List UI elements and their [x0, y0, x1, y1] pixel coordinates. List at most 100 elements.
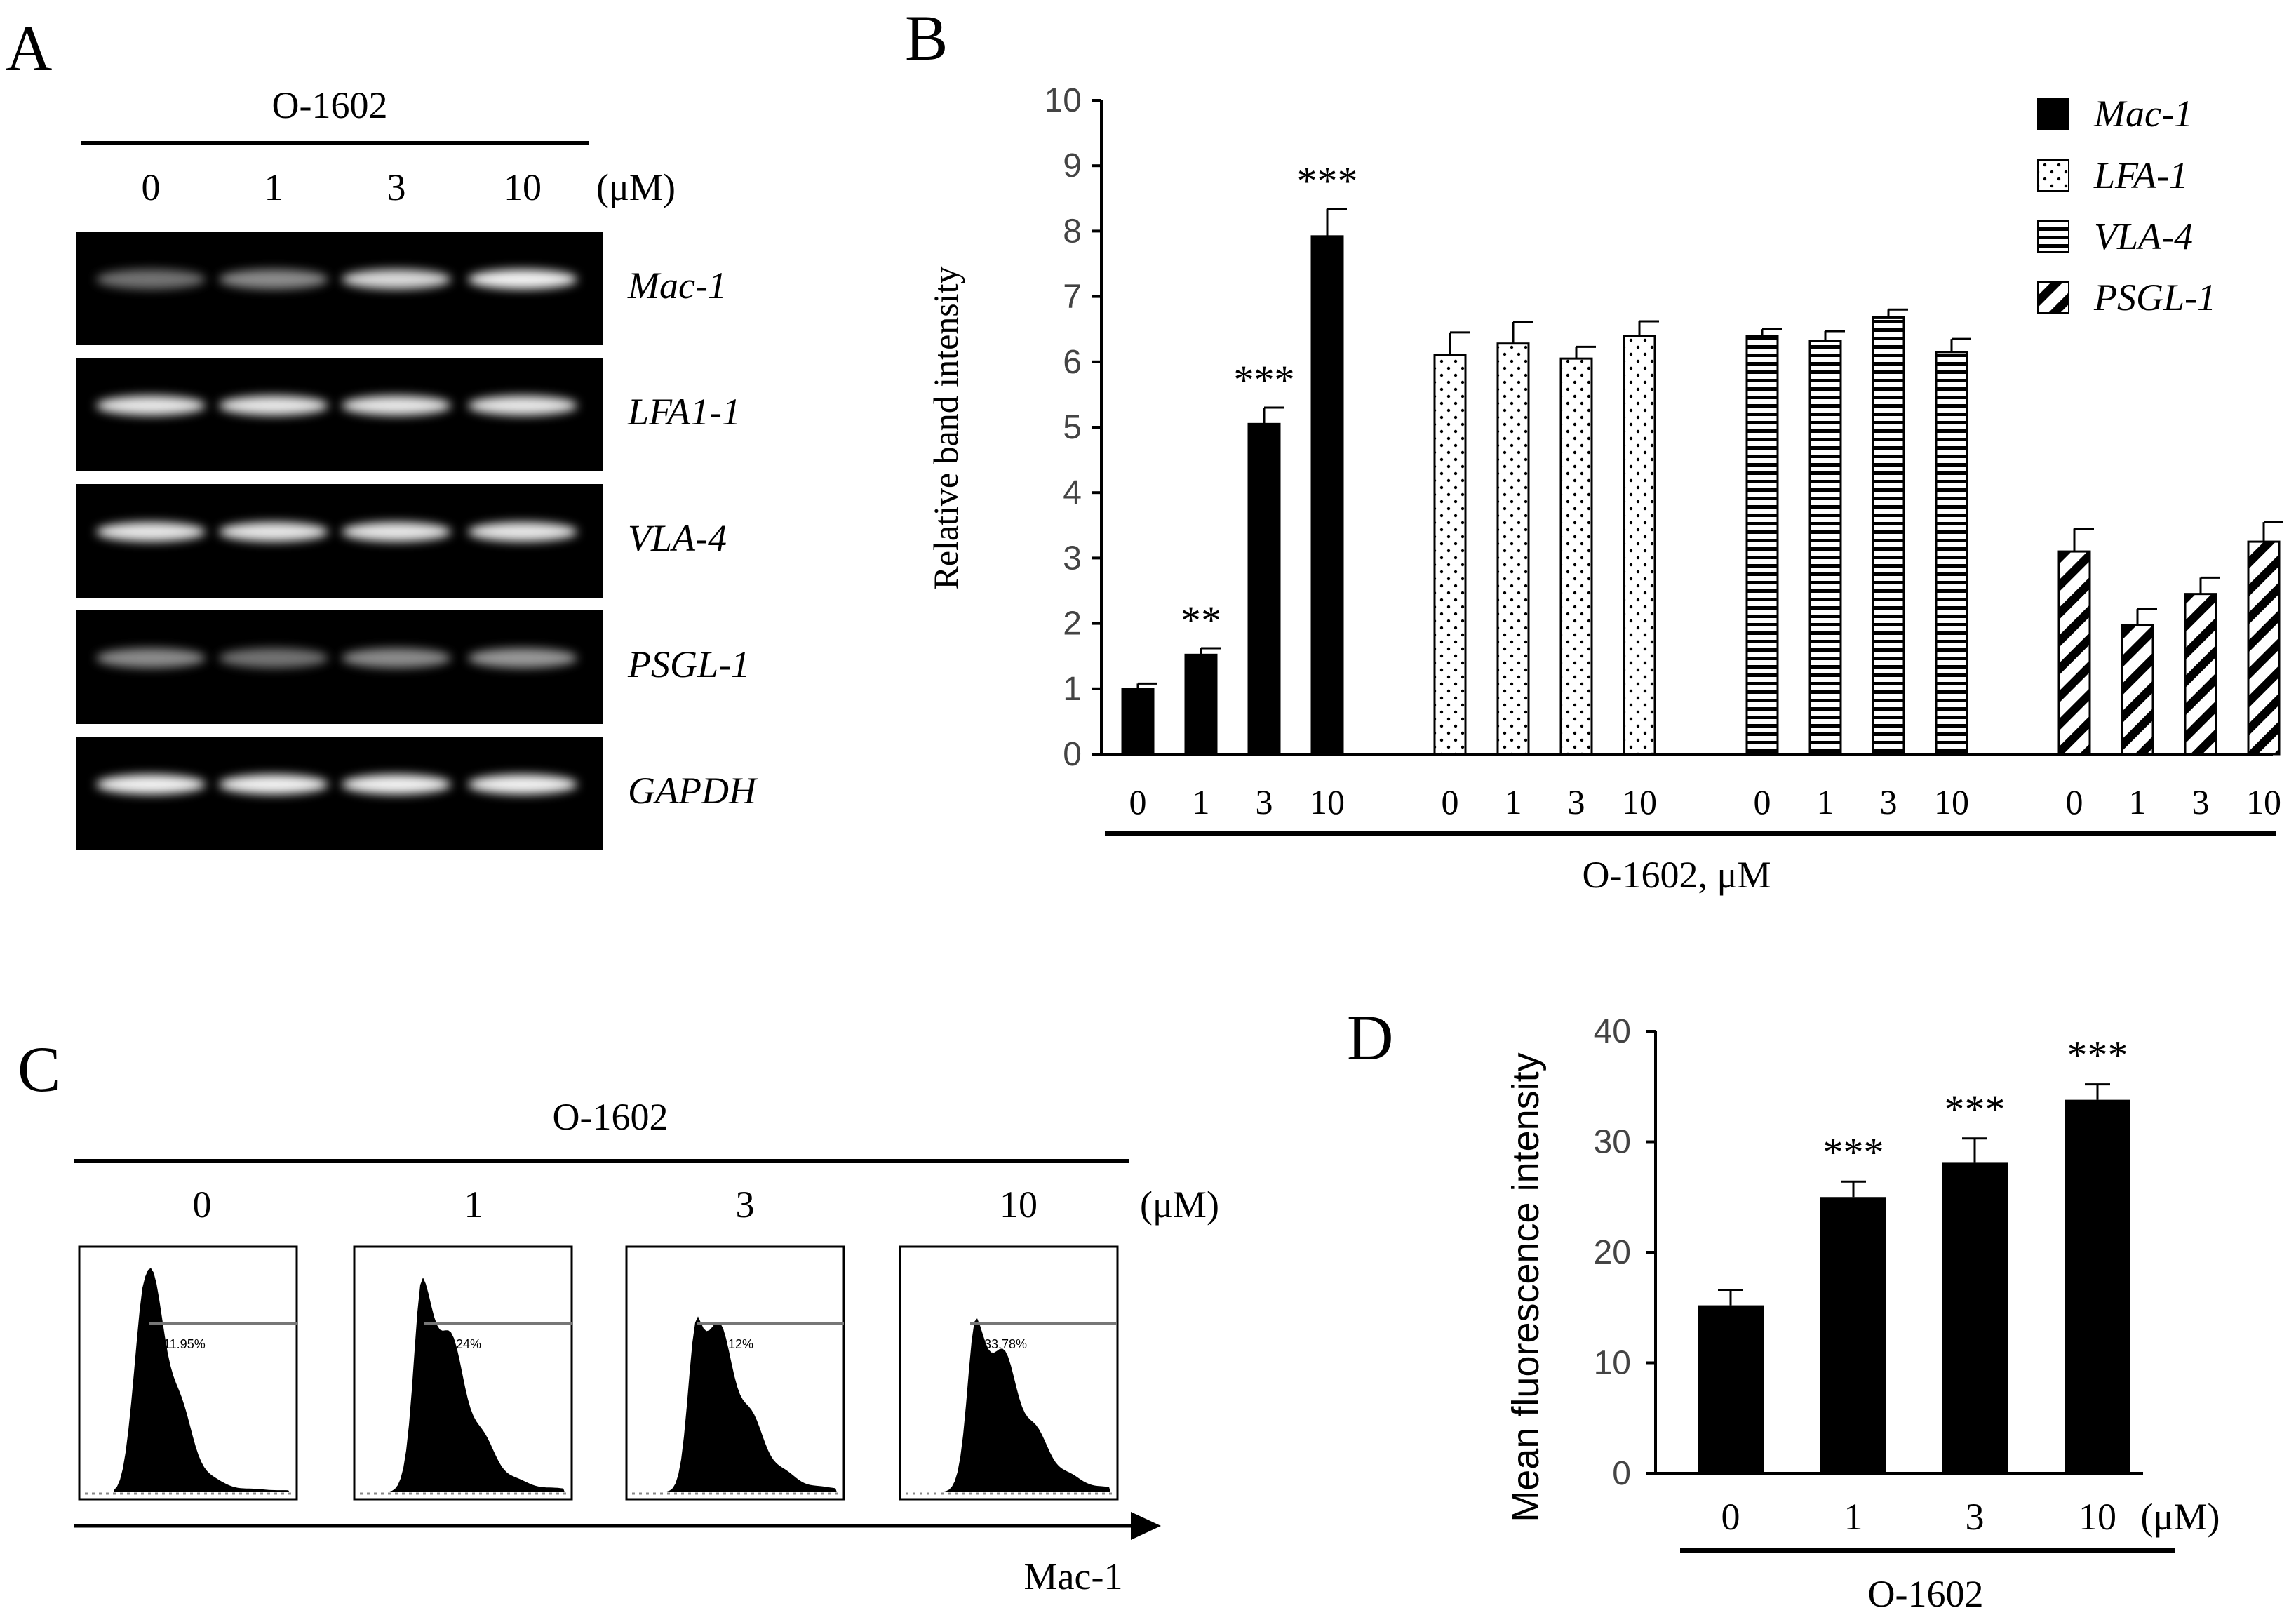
x-tick-label: 10: [1310, 782, 1345, 822]
x-tick-label: 10: [2246, 782, 2281, 822]
y-tick-label: 7: [1063, 279, 1082, 316]
histogram-percentage: 30.12%: [711, 1337, 753, 1351]
gel-band: [468, 269, 577, 289]
x-tick-label: 10: [1934, 782, 1969, 822]
y-tick-label: 4: [1063, 474, 1082, 511]
bar: [1623, 335, 1656, 756]
histogram-plot: 11.95%: [78, 1245, 298, 1501]
bar: [1935, 351, 1968, 756]
panel-d-ylabel: Mean fluorescence intensity: [1505, 1052, 1547, 1522]
bar: [2065, 1099, 2130, 1473]
bar: [1820, 1197, 1886, 1473]
histogram-curve: [389, 1277, 565, 1492]
x-tick-label: 0: [1754, 782, 1771, 822]
panel-label-d: D: [1347, 1002, 1393, 1073]
panel-c-treatment-label: O-1602: [553, 1096, 669, 1138]
panel-a-treatment-label: O-1602: [272, 84, 388, 126]
panel-b-ylabel: Relative band intensity: [926, 266, 965, 589]
significance-label: ***: [1234, 357, 1295, 403]
legend-label: LFA-1: [2093, 154, 2188, 196]
x-tick-label: 3: [1568, 782, 1585, 822]
x-tick-label: 1: [2129, 782, 2147, 822]
panel-d-unit-label: (μM): [2141, 1496, 2220, 1538]
legend-swatch: [2037, 281, 2069, 314]
gel-band: [342, 648, 451, 668]
bar: [1808, 340, 1842, 756]
x-tick-label: 3: [2192, 782, 2210, 822]
x-tick-label: 0: [2066, 782, 2083, 822]
bar: [2184, 593, 2217, 756]
y-tick-label: 10: [1594, 1345, 1631, 1382]
gel-band: [219, 522, 328, 542]
x-tick-label: 10: [2079, 1496, 2116, 1538]
legend-label: Mac-1: [2093, 93, 2193, 135]
bar: [2247, 540, 2281, 756]
panel-a-dose-label: 1: [264, 166, 283, 208]
panel-a-unit-label: (μM): [596, 166, 676, 208]
panel-c-axis-arrowhead: [1131, 1512, 1161, 1540]
x-tick-label: 3: [1256, 782, 1273, 822]
significance-label: ***: [2067, 1033, 2128, 1078]
x-tick-label: 0: [1129, 782, 1147, 822]
y-tick-label: 3: [1063, 539, 1082, 577]
panel-c-dose-label: 3: [736, 1184, 755, 1226]
y-tick-label: 0: [1063, 736, 1082, 773]
gene-label: LFA1-1: [627, 391, 741, 433]
x-tick-label: 1: [1844, 1496, 1863, 1538]
gel-band: [96, 269, 206, 289]
gene-label: PSGL-1: [627, 643, 750, 685]
panel-c: O-1602 0 1 3 10 (μM) 11.95% 27.24% 30.12% 33.7…: [74, 1096, 1219, 1597]
panel-a-dose-label: 3: [387, 166, 406, 208]
legend-label: VLA-4: [2094, 215, 2193, 257]
gel-band: [468, 396, 577, 415]
x-tick-label: 0: [1442, 782, 1459, 822]
bar: [1184, 653, 1218, 756]
significance-label: **: [1181, 598, 1221, 643]
bar: [2057, 550, 2091, 756]
histogram-plot: 33.78%: [899, 1245, 1119, 1501]
legend-swatch: [2037, 220, 2069, 253]
x-tick-label: 0: [1721, 1496, 1740, 1538]
gel-band: [342, 269, 451, 289]
bar: [1247, 422, 1281, 756]
gel-band: [468, 522, 577, 542]
gel-band: [342, 396, 451, 415]
x-tick-label: 1: [1817, 782, 1834, 822]
gel-band: [219, 396, 328, 415]
y-tick-label: 8: [1063, 213, 1082, 250]
gene-label: GAPDH: [628, 770, 758, 812]
gene-label: VLA-4: [628, 517, 727, 559]
gel-band: [96, 775, 206, 794]
gel-band: [468, 648, 577, 668]
legend-label: PSGL-1: [2093, 276, 2216, 319]
gel-band: [342, 522, 451, 542]
bar: [1942, 1162, 2008, 1473]
panel-a-dose-label: 0: [142, 166, 161, 208]
panel-a-dose-label: 10: [504, 166, 542, 208]
bar: [1496, 342, 1530, 756]
y-tick-label: 6: [1063, 344, 1082, 381]
bar: [1121, 688, 1155, 756]
panel-c-dose-label: 10: [1000, 1184, 1038, 1226]
y-tick-label: 40: [1594, 1013, 1631, 1050]
histogram-curve: [935, 1318, 1110, 1492]
y-tick-label: 5: [1063, 409, 1082, 446]
x-tick-label: 10: [1622, 782, 1657, 822]
y-tick-label: 30: [1594, 1124, 1631, 1161]
histogram-plot: 27.24%: [353, 1245, 573, 1501]
y-tick-label: 9: [1063, 147, 1082, 185]
x-tick-label: 1: [1193, 782, 1210, 822]
bar: [1433, 354, 1467, 756]
panel-b-xlabel: O-1602, μM: [1583, 854, 1771, 896]
histogram-percentage: 11.95%: [163, 1337, 206, 1351]
gel-band: [219, 269, 328, 289]
bar: [1872, 316, 1905, 756]
gene-label: Mac-1: [627, 264, 727, 307]
x-tick-label: 3: [1966, 1496, 1985, 1538]
panel-d-xlabel: O-1602: [1868, 1573, 1984, 1615]
gel-band: [96, 396, 206, 415]
bar: [1745, 335, 1779, 756]
panel-c-unit-label: (μM): [1140, 1184, 1219, 1226]
